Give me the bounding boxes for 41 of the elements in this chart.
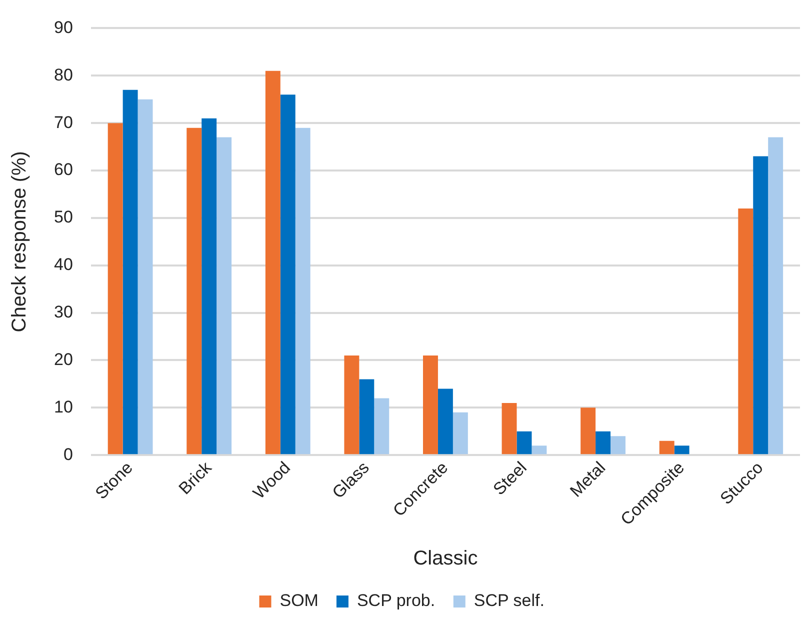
y-tick-label: 0	[63, 444, 73, 464]
bar	[452, 412, 468, 454]
bar	[674, 446, 690, 454]
bar	[610, 436, 626, 454]
bar	[532, 446, 547, 454]
y-tick-label: 80	[54, 65, 73, 84]
bar	[216, 137, 232, 454]
bar	[108, 123, 123, 454]
bar	[265, 70, 280, 454]
bar	[202, 118, 217, 454]
bar	[596, 431, 611, 454]
bar	[122, 90, 138, 454]
y-tick-label: 60	[54, 160, 73, 180]
legend-label: SCP self.	[474, 591, 544, 610]
bar	[502, 402, 517, 454]
y-axis-title: Check response (%)	[8, 151, 31, 332]
bar	[768, 137, 784, 454]
bar	[138, 99, 153, 454]
y-tick-label: 30	[54, 302, 73, 322]
bar	[516, 431, 532, 454]
y-tick-label: 50	[54, 208, 73, 227]
x-axis-title: Classic	[413, 548, 478, 570]
bar	[186, 128, 202, 454]
y-tick-label: 20	[54, 350, 73, 369]
bar	[359, 379, 374, 454]
bar	[423, 356, 438, 454]
bar	[738, 208, 754, 454]
y-tick-label: 40	[54, 255, 73, 274]
bar	[344, 356, 360, 454]
bar	[374, 398, 390, 454]
y-tick-label: 70	[54, 112, 73, 132]
bar	[659, 440, 674, 454]
legend-label: SCP prob.	[356, 591, 436, 610]
y-tick-label: 10	[54, 397, 73, 416]
y-tick-label: 90	[54, 18, 73, 37]
bar	[438, 388, 453, 454]
bar	[295, 128, 310, 454]
bar	[753, 156, 768, 454]
legend-label: SOM	[280, 591, 318, 610]
bar	[280, 94, 296, 454]
bar	[580, 408, 596, 454]
